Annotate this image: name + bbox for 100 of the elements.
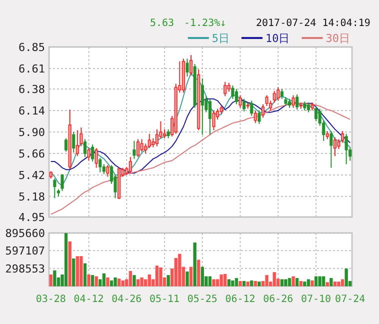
x-tick-label: 07-24 xyxy=(335,294,366,305)
candlestick xyxy=(333,136,336,157)
candlestick xyxy=(296,94,299,110)
candlestick xyxy=(280,88,284,100)
candlestick xyxy=(87,148,90,162)
bar xyxy=(68,241,72,286)
bar xyxy=(53,270,56,286)
candlestick xyxy=(276,86,280,102)
bar xyxy=(224,274,227,286)
bar xyxy=(140,277,144,286)
candlestick xyxy=(250,100,254,116)
bar xyxy=(80,256,83,286)
bar xyxy=(186,272,189,286)
bar xyxy=(333,282,337,286)
candlestick xyxy=(340,130,344,144)
candlestick xyxy=(208,98,212,136)
candlestick xyxy=(140,138,144,152)
text: 2017-07-24 14:04:19 xyxy=(256,18,370,29)
candlestick xyxy=(242,98,246,112)
bar xyxy=(148,274,151,286)
candlestick xyxy=(106,164,110,178)
candlestick xyxy=(148,133,151,149)
x-tick-label: 05-11 xyxy=(149,294,180,305)
bar xyxy=(292,276,295,286)
candlestick xyxy=(306,102,310,113)
bar xyxy=(200,266,204,286)
bar xyxy=(258,282,261,286)
bar xyxy=(155,266,159,286)
x-tick-label: 07-10 xyxy=(300,294,332,305)
bar xyxy=(344,268,348,286)
bar xyxy=(231,280,234,286)
legend-label: 5日 xyxy=(212,32,230,45)
candlestick xyxy=(83,138,87,158)
candlestick xyxy=(231,84,234,100)
y-tick-label: 5.42 xyxy=(18,168,45,182)
candlestick xyxy=(98,157,102,173)
bar xyxy=(87,274,90,286)
bar xyxy=(303,282,306,286)
candlestick xyxy=(234,88,238,105)
candlestick xyxy=(272,90,276,103)
bar xyxy=(208,276,212,286)
candlestick xyxy=(64,138,68,152)
bar xyxy=(64,233,68,286)
y-tick-label: 5.90 xyxy=(18,126,45,139)
legend-label: 30日 xyxy=(326,32,350,45)
bar xyxy=(227,279,230,286)
bar xyxy=(132,275,136,286)
bar xyxy=(284,279,288,286)
bar xyxy=(102,273,106,286)
bar xyxy=(272,272,276,286)
x-tick-label: 04-26 xyxy=(112,294,142,305)
y-tick-label: 5.18 xyxy=(18,190,45,204)
bar xyxy=(220,274,223,286)
bar xyxy=(193,242,196,286)
bar xyxy=(326,282,329,286)
candlestick xyxy=(136,138,140,158)
y-tick-label: 895660 xyxy=(5,227,45,240)
bar xyxy=(110,280,114,286)
candlestick xyxy=(224,81,227,97)
candlestick xyxy=(186,58,189,78)
candlestick xyxy=(258,110,261,124)
y-tick-label: 4.95 xyxy=(18,211,45,224)
bar xyxy=(159,267,162,286)
y-tick-label: 6.61 xyxy=(18,62,45,76)
candlestick xyxy=(261,104,265,118)
bar xyxy=(288,278,292,286)
bar xyxy=(189,266,193,286)
bar xyxy=(121,280,124,286)
bar xyxy=(106,277,110,286)
bar xyxy=(234,278,238,286)
bar xyxy=(238,281,242,286)
y-tick-label: 298553 xyxy=(5,262,45,276)
candlestick xyxy=(72,132,76,154)
bar xyxy=(174,258,178,286)
bar xyxy=(76,256,79,286)
bar xyxy=(166,275,170,286)
text: -1.23%↓ xyxy=(184,18,226,29)
bar xyxy=(114,277,117,286)
candlestick xyxy=(344,133,348,165)
bar xyxy=(128,270,132,286)
y-tick-label: 6.38 xyxy=(18,83,45,96)
bar xyxy=(280,279,284,286)
text: 5.63 xyxy=(150,18,174,29)
bar xyxy=(299,281,302,286)
legend-label: 10日 xyxy=(266,32,290,45)
candlestick xyxy=(254,110,257,124)
candlestick xyxy=(314,106,318,122)
bar xyxy=(94,276,98,286)
bar xyxy=(49,274,52,286)
x-tick-label: 06-26 xyxy=(263,294,294,305)
x-tick-label: 05-25 xyxy=(187,294,218,305)
candlestick xyxy=(144,143,148,154)
candlestick xyxy=(265,94,268,107)
candlestick xyxy=(94,148,98,168)
y-tick-label: 6.85 xyxy=(18,41,45,54)
candlestick xyxy=(91,144,94,162)
bar xyxy=(242,281,246,286)
bar xyxy=(178,254,182,286)
bar xyxy=(340,279,344,286)
bar xyxy=(136,279,140,286)
